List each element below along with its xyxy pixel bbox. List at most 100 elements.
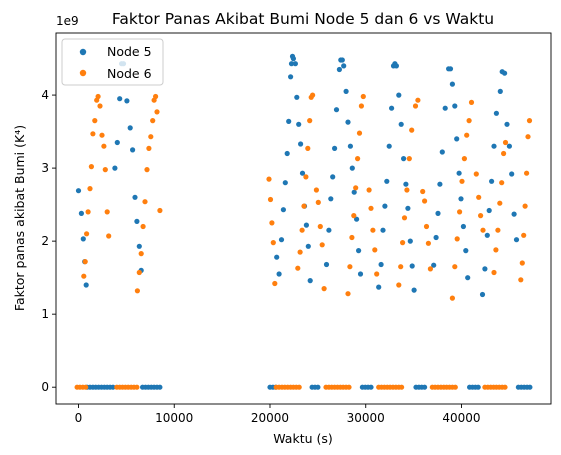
point-node-5 xyxy=(114,139,120,146)
point-node-6 xyxy=(82,259,88,265)
point-node-6 xyxy=(452,384,458,390)
point-node-6 xyxy=(310,92,316,98)
point-node-5 xyxy=(484,232,490,238)
point-node-5 xyxy=(288,74,294,80)
point-node-6 xyxy=(95,93,101,100)
point-node-6 xyxy=(85,209,91,215)
point-node-5 xyxy=(513,237,520,243)
point-node-5 xyxy=(341,63,347,69)
y-tick-label: 2 xyxy=(41,234,49,248)
point-node-5 xyxy=(368,384,374,390)
point-node-5 xyxy=(292,61,298,67)
point-node-6 xyxy=(296,384,302,390)
point-node-6 xyxy=(148,134,154,140)
point-node-5 xyxy=(278,237,285,243)
legend: Node 5 Node 6 xyxy=(61,38,164,86)
point-node-6 xyxy=(502,139,509,146)
point-node-6 xyxy=(396,282,402,288)
y-axis-offset-text: 1e9 xyxy=(56,14,79,28)
y-tick-label: 1 xyxy=(41,307,49,321)
point-node-6 xyxy=(355,156,361,162)
plot-points xyxy=(74,53,533,390)
point-node-6 xyxy=(454,236,460,242)
point-node-5 xyxy=(482,266,488,272)
point-node-5 xyxy=(447,66,454,72)
point-node-6 xyxy=(518,277,524,283)
point-node-5 xyxy=(299,170,306,176)
point-node-5 xyxy=(347,143,353,149)
point-node-5 xyxy=(303,222,309,228)
point-node-6 xyxy=(464,132,470,138)
point-node-6 xyxy=(136,269,142,276)
point-node-6 xyxy=(525,134,531,140)
point-node-5 xyxy=(486,207,492,214)
legend-label-node-6: Node 6 xyxy=(107,66,152,81)
point-node-6 xyxy=(493,247,499,253)
point-node-6 xyxy=(297,249,303,255)
point-node-6 xyxy=(305,145,311,151)
point-node-5 xyxy=(134,218,140,224)
point-node-5 xyxy=(282,180,288,186)
point-node-5 xyxy=(294,94,300,100)
point-node-6 xyxy=(478,213,484,219)
point-node-6 xyxy=(370,227,376,233)
point-node-6 xyxy=(461,156,467,162)
point-node-5 xyxy=(511,211,517,217)
point-node-6 xyxy=(400,240,406,246)
point-node-5 xyxy=(456,170,462,176)
point-node-6 xyxy=(521,232,527,238)
point-node-6 xyxy=(301,203,307,209)
point-node-5 xyxy=(527,384,533,390)
point-node-6 xyxy=(351,213,357,219)
point-node-6 xyxy=(146,145,152,151)
point-node-5 xyxy=(401,156,407,162)
point-node-5 xyxy=(376,284,382,290)
legend-frame xyxy=(61,38,164,86)
point-node-6 xyxy=(140,223,146,230)
point-node-5 xyxy=(110,384,116,390)
chart-title: Faktor Panas Akibat Bumi Node 5 dan 6 vs… xyxy=(112,10,494,28)
point-node-6 xyxy=(422,198,428,204)
point-node-5 xyxy=(80,236,86,242)
point-node-5 xyxy=(422,384,428,390)
point-node-6 xyxy=(524,170,530,176)
point-node-5 xyxy=(332,145,338,151)
point-node-6 xyxy=(368,205,374,211)
point-node-5 xyxy=(463,248,469,254)
point-node-5 xyxy=(389,105,395,111)
point-node-6 xyxy=(307,118,313,124)
point-node-5 xyxy=(489,178,495,184)
point-node-5 xyxy=(449,81,455,87)
point-node-5 xyxy=(458,196,464,202)
point-node-6 xyxy=(415,97,421,103)
point-node-5 xyxy=(405,205,411,211)
point-node-5 xyxy=(117,96,123,102)
point-node-5 xyxy=(326,227,332,233)
point-node-6 xyxy=(468,99,475,105)
point-node-6 xyxy=(345,291,351,297)
point-node-6 xyxy=(106,233,112,239)
point-node-6 xyxy=(349,234,355,241)
point-node-5 xyxy=(384,178,390,184)
point-node-5 xyxy=(354,216,360,222)
point-node-6 xyxy=(321,286,327,292)
point-node-5 xyxy=(380,227,386,233)
point-node-6 xyxy=(401,215,408,221)
point-node-6 xyxy=(142,199,148,205)
point-node-5 xyxy=(504,121,510,127)
point-node-5 xyxy=(452,103,458,109)
point-node-6 xyxy=(101,143,107,149)
point-node-6 xyxy=(502,384,508,390)
point-node-6 xyxy=(423,223,430,230)
point-node-5 xyxy=(411,287,417,293)
point-node-6 xyxy=(501,150,507,157)
point-node-6 xyxy=(153,93,159,100)
point-node-6 xyxy=(412,103,419,109)
point-node-5 xyxy=(475,384,481,390)
point-node-6 xyxy=(150,118,156,124)
point-node-5 xyxy=(127,125,133,131)
point-node-6 xyxy=(87,186,93,192)
point-node-5 xyxy=(284,150,290,157)
point-node-6 xyxy=(272,280,278,287)
point-node-5 xyxy=(328,196,334,202)
